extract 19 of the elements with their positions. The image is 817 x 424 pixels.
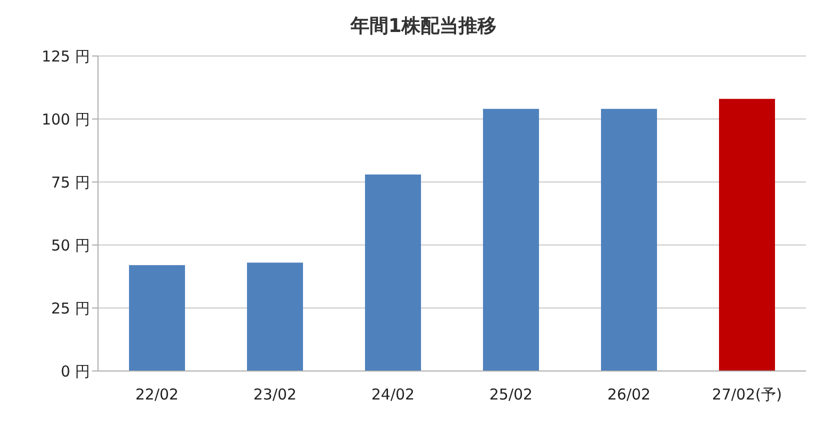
y-tick-label: 100 円 xyxy=(42,110,90,128)
x-tick-label: 23/02 xyxy=(253,386,297,404)
y-tick-label: 75 円 xyxy=(51,173,90,192)
bar xyxy=(247,262,303,371)
y-tick-label: 50 円 xyxy=(51,236,90,254)
bar xyxy=(601,108,657,371)
x-tick-label: 25/02 xyxy=(489,386,533,404)
x-tick-label: 26/02 xyxy=(607,386,651,404)
x-tick-label: 24/02 xyxy=(371,386,415,404)
bar xyxy=(483,108,539,371)
y-tick-label: 125 円 xyxy=(42,47,90,66)
y-tick-label: 0 円 xyxy=(60,362,90,380)
bar xyxy=(719,98,775,371)
chart-title: 年間1株配当推移 xyxy=(349,14,498,39)
bar xyxy=(129,265,185,371)
y-tick-label: 25 円 xyxy=(51,299,90,318)
x-tick-label: 22/02 xyxy=(135,386,179,404)
bar xyxy=(365,174,421,371)
x-tick-label: 27/02(予) xyxy=(712,386,782,404)
